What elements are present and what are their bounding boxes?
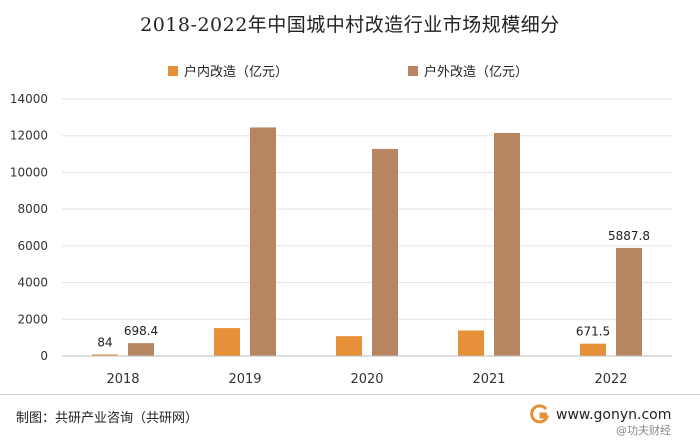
x-tick-label: 2020 (350, 372, 383, 387)
bar-2018-s1 (128, 343, 154, 356)
x-tick-label: 2022 (594, 372, 627, 387)
legend: 户内改造（亿元） 户外改造（亿元） (168, 64, 528, 80)
data-labels: 84 698.4 671.5 5887.8 (97, 229, 650, 350)
y-tick-label: 10000 (10, 165, 48, 179)
chart-title: 2018-2022年中国城中村改造行业市场规模细分 (140, 14, 560, 36)
x-tick-label: 2018 (106, 372, 139, 387)
legend-swatch (168, 66, 178, 76)
bar-2020-s1 (372, 148, 398, 356)
bar-2018-s0 (92, 354, 118, 356)
bar-2021-s0 (458, 330, 484, 356)
bar-2019-s0 (214, 328, 240, 356)
y-tick-label: 12000 (10, 129, 48, 143)
x-axis: 2018 2019 2020 2021 2022 (62, 355, 672, 387)
legend-label: 户外改造（亿元） (424, 64, 528, 80)
footer: 制图：共研产业咨询（共研网） www.gonyn.com @功夫财经 (0, 394, 700, 441)
x-tick-label: 2021 (472, 372, 505, 387)
bar-2022-s1 (616, 247, 642, 356)
data-label: 84 (97, 335, 112, 349)
grid-lines (62, 98, 672, 320)
y-tick-label: 4000 (17, 276, 48, 290)
y-axis: 0 2000 4000 6000 8000 10000 12000 14000 (10, 92, 48, 363)
data-label: 698.4 (124, 324, 158, 338)
bars (92, 127, 642, 356)
y-tick-label: 8000 (17, 202, 48, 216)
bar-2020-s0 (336, 336, 362, 356)
source-text: 制图：共研产业咨询（共研网） (16, 411, 199, 426)
y-tick-label: 6000 (17, 239, 48, 253)
bar-2019-s1 (250, 127, 276, 356)
website-text: www.gonyn.com (556, 407, 672, 423)
gonyn-logo-icon (530, 404, 550, 424)
x-tick-label: 2019 (228, 372, 261, 387)
y-tick-label: 2000 (17, 312, 48, 326)
bar-2022-s0 (580, 343, 606, 356)
bar-2021-s1 (494, 132, 520, 356)
credit-text: @功夫财经 (616, 424, 671, 437)
legend-swatch (408, 66, 418, 76)
y-tick-label: 14000 (10, 92, 48, 106)
y-tick-label: 0 (40, 349, 48, 363)
bar-chart: 0 2000 4000 6000 8000 10000 12000 14000 84 698.4… (10, 64, 672, 387)
legend-label: 户内改造（亿元） (184, 64, 288, 80)
data-label: 671.5 (576, 325, 610, 339)
data-label: 5887.8 (608, 229, 650, 243)
